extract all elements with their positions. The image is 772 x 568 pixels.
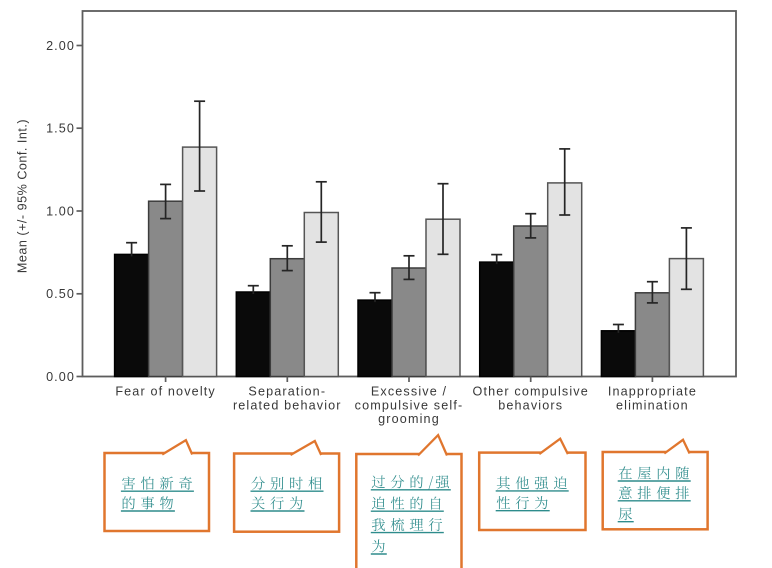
svg-text:grooming: grooming [378, 412, 440, 426]
svg-text:Excessive /: Excessive / [371, 385, 447, 399]
svg-text:Other compulsive: Other compulsive [473, 385, 589, 399]
svg-text:compulsive self-: compulsive self- [355, 398, 464, 412]
svg-text:Mean (+/- 95% Conf. Int.): Mean (+/- 95% Conf. Int.) [16, 119, 30, 273]
svg-text:Separation-: Separation- [248, 385, 326, 399]
svg-text:behaviors: behaviors [498, 398, 563, 412]
svg-text:1.50: 1.50 [46, 122, 75, 136]
svg-text:0.50: 0.50 [46, 287, 75, 301]
svg-text:Inappropriate: Inappropriate [608, 385, 697, 399]
svg-text:0.00: 0.00 [46, 370, 75, 384]
svg-text:2.00: 2.00 [46, 39, 75, 53]
svg-text:1.00: 1.00 [46, 204, 75, 218]
svg-text:related behavior: related behavior [233, 398, 342, 412]
svg-text:Fear of novelty: Fear of novelty [115, 385, 216, 399]
svg-text:elimination: elimination [616, 398, 689, 412]
